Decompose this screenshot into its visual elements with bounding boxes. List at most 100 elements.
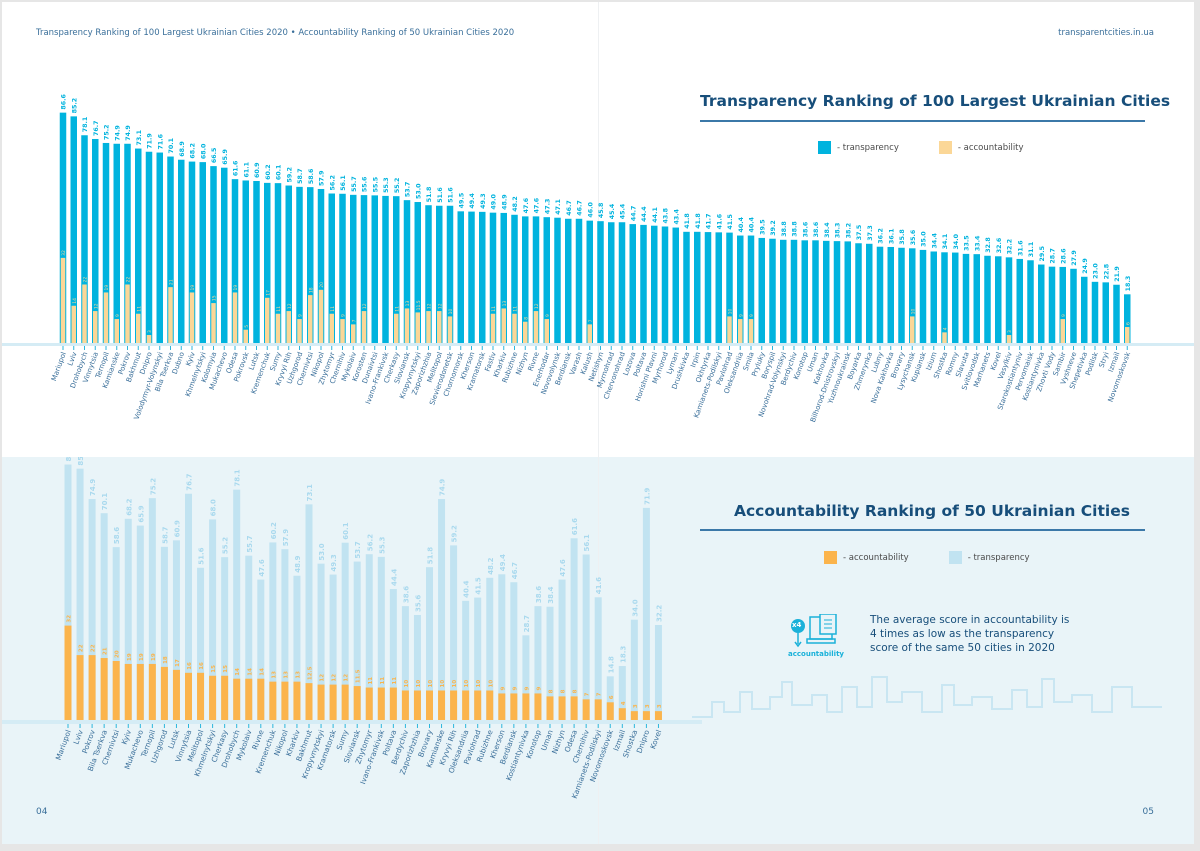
accountability-bar: [534, 693, 542, 720]
transparency-value-label: 40.4: [749, 216, 756, 232]
transparency-bar: [371, 195, 378, 343]
transparency-bar: [984, 255, 991, 343]
transparency-bar: [426, 567, 433, 720]
accountability-value-label: 11: [392, 677, 398, 685]
accountability-value-label: 12: [362, 303, 368, 309]
transparency-value-label: 46.7: [577, 200, 584, 216]
accountability-value-label: 12: [344, 674, 350, 682]
accountability-bar: [438, 690, 446, 720]
transparency-bar: [532, 216, 540, 343]
accountability-value-label: 7: [597, 692, 603, 696]
accountability-value-label: 4: [943, 327, 949, 330]
accountability-value-label: 22: [91, 644, 97, 652]
accountability-value-label: 9: [341, 314, 347, 317]
accountability-bar: [281, 681, 289, 720]
accountability-bar: [82, 284, 87, 343]
transparency-value-label: 55.7: [246, 535, 254, 552]
transparency-chart-title: Transparency Ranking of 100 Largest Ukra…: [700, 92, 1171, 110]
transparency-bar: [305, 504, 313, 720]
accountability-bar: [654, 711, 662, 720]
transparency-bar: [534, 606, 542, 720]
accountability-value-label: 32: [67, 615, 73, 623]
accountability-value-label: 10: [416, 680, 422, 688]
transparency-value-label: 78.1: [234, 469, 242, 486]
transparency-value-label: 34.0: [953, 233, 960, 249]
transparency-value-label: 40.4: [738, 216, 745, 232]
transparency-bar: [1102, 282, 1109, 343]
transparency-bar: [565, 218, 572, 343]
accountability-value-label: 17: [265, 290, 271, 296]
accountability-value-label: 10: [910, 309, 916, 315]
transparency-bar: [962, 253, 970, 343]
accountability-value-label: 6: [609, 695, 615, 699]
accountability-bar: [353, 686, 361, 720]
transparency-value-label: 57.9: [282, 529, 290, 546]
transparency-value-label: 38.8: [781, 221, 788, 237]
transparency-value-label: 78.1: [82, 117, 89, 133]
transparency-value-label: 21.9: [1114, 266, 1121, 282]
accountability-bar: [124, 663, 132, 720]
transparency-value-label: 29.5: [1039, 246, 1046, 262]
accountability-bar: [329, 684, 337, 720]
transparency-bar: [102, 142, 110, 343]
accountability-bar: [544, 319, 549, 343]
transparency-bar: [281, 549, 289, 720]
transparency-value-label: 56.1: [340, 175, 347, 191]
transparency-bar: [1124, 294, 1131, 343]
accountability-bar: [71, 305, 76, 343]
page-number-right: 05: [1142, 807, 1154, 817]
transparency-value-label: 45.8: [598, 203, 605, 219]
accountability-bar: [233, 678, 241, 720]
transparency-value-label: 38.3: [835, 223, 842, 239]
legend-item-transparency: - transparency: [818, 141, 899, 154]
transparency-value-label: 49.3: [480, 193, 487, 209]
transparency-value-label: 86.6: [65, 457, 73, 462]
accountability-value-label: 11: [368, 677, 374, 685]
accountability-value-label: 9: [524, 686, 530, 690]
transparency-bar: [221, 167, 228, 343]
accountability-value-label: 7: [351, 319, 357, 322]
transparency-value-label: 45.4: [620, 203, 627, 219]
transparency-value-label: 71.9: [643, 487, 651, 504]
transparency-value-label: 55.2: [222, 537, 230, 554]
transparency-value-label: 35.0: [921, 231, 928, 247]
transparency-bar: [462, 600, 470, 720]
transparency-bar: [575, 218, 583, 343]
accountability-value-label: 19: [139, 653, 145, 661]
accountability-bar: [523, 321, 528, 343]
accountability-value-label: 9: [298, 314, 304, 317]
transparency-value-label: 73.1: [306, 484, 314, 501]
transparency-bar: [81, 135, 88, 343]
accountability-bar: [275, 313, 281, 343]
accountability-bar: [486, 690, 494, 720]
accountability-value-label: 22: [83, 277, 89, 283]
transparency-value-label: 74.9: [125, 125, 132, 141]
accountability-value-label: 12.5: [308, 666, 314, 680]
accountability-bar: [76, 655, 84, 720]
transparency-bar: [790, 239, 798, 343]
transparency-value-label: 27.9: [1071, 250, 1078, 266]
transparency-value-label: 60.9: [173, 520, 181, 537]
transparency-value-label: 51.8: [427, 547, 435, 564]
accountability-bar: [112, 661, 120, 720]
transparency-value-label: 60.2: [270, 522, 278, 539]
accountability-bar: [308, 295, 313, 343]
transparency-value-label: 56.2: [366, 534, 374, 551]
transparency-bar: [597, 221, 604, 343]
transparency-bar: [510, 582, 518, 720]
transparency-value-label: 59.2: [286, 167, 293, 183]
badge-number: x4: [792, 621, 802, 629]
transparency-bar: [594, 597, 602, 720]
transparency-bar: [1091, 281, 1099, 343]
legend-item-accountability-2: - accountability: [824, 551, 909, 564]
transparency-value-label: 59.2: [451, 525, 459, 542]
transparency-value-label: 60.9: [254, 162, 261, 178]
accountability-bar: [618, 708, 626, 720]
transparency-bar: [479, 211, 486, 343]
transparency-value-label: 38.4: [547, 586, 555, 603]
accountability-value-label: 9: [749, 314, 755, 317]
website-link[interactable]: transparentcities.in.ua: [1058, 28, 1154, 38]
accountability-value-label: 8: [573, 689, 579, 693]
transparency-bar: [629, 224, 636, 343]
transparency-bar: [952, 252, 959, 343]
